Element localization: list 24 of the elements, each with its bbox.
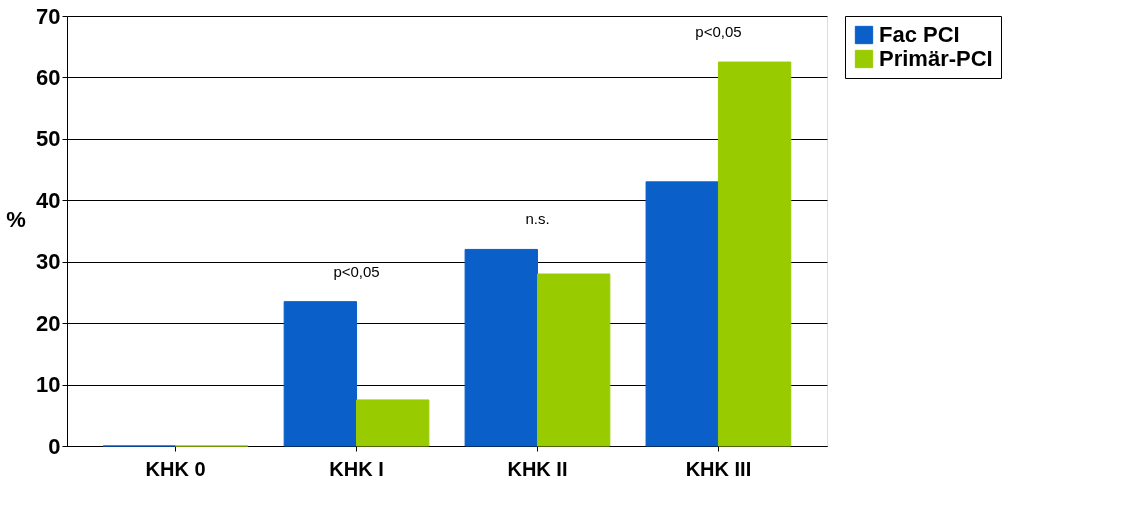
legend-label: Primär-PCI [879, 46, 993, 71]
bar [464, 248, 538, 447]
annotation: p<0,05 [695, 23, 742, 41]
y-tick-label: 60 [36, 64, 61, 90]
y-tick-label: 10 [36, 372, 61, 398]
legend-label: Fac PCI [879, 22, 960, 47]
y-tick-label: 50 [36, 126, 61, 152]
y-tick-label: 40 [36, 187, 61, 213]
y-tick-label: 20 [36, 310, 61, 336]
bar [536, 273, 611, 447]
x-tick-label: KHK III [685, 457, 752, 480]
bar [356, 399, 430, 447]
x-tick-label: KHK 0 [145, 457, 206, 480]
bar [283, 301, 358, 447]
y-axis-title: % [6, 206, 26, 232]
x-tick-label: KHK I [329, 457, 384, 480]
y-tick-label: 0 [48, 433, 61, 459]
bar [645, 181, 719, 447]
bar [717, 61, 792, 447]
y-tick-label: 30 [36, 249, 61, 275]
annotation: n.s. [525, 210, 550, 228]
x-tick-label: KHK II [507, 457, 568, 480]
y-tick-label: 70 [36, 3, 61, 29]
annotation: p<0,05 [333, 262, 380, 280]
